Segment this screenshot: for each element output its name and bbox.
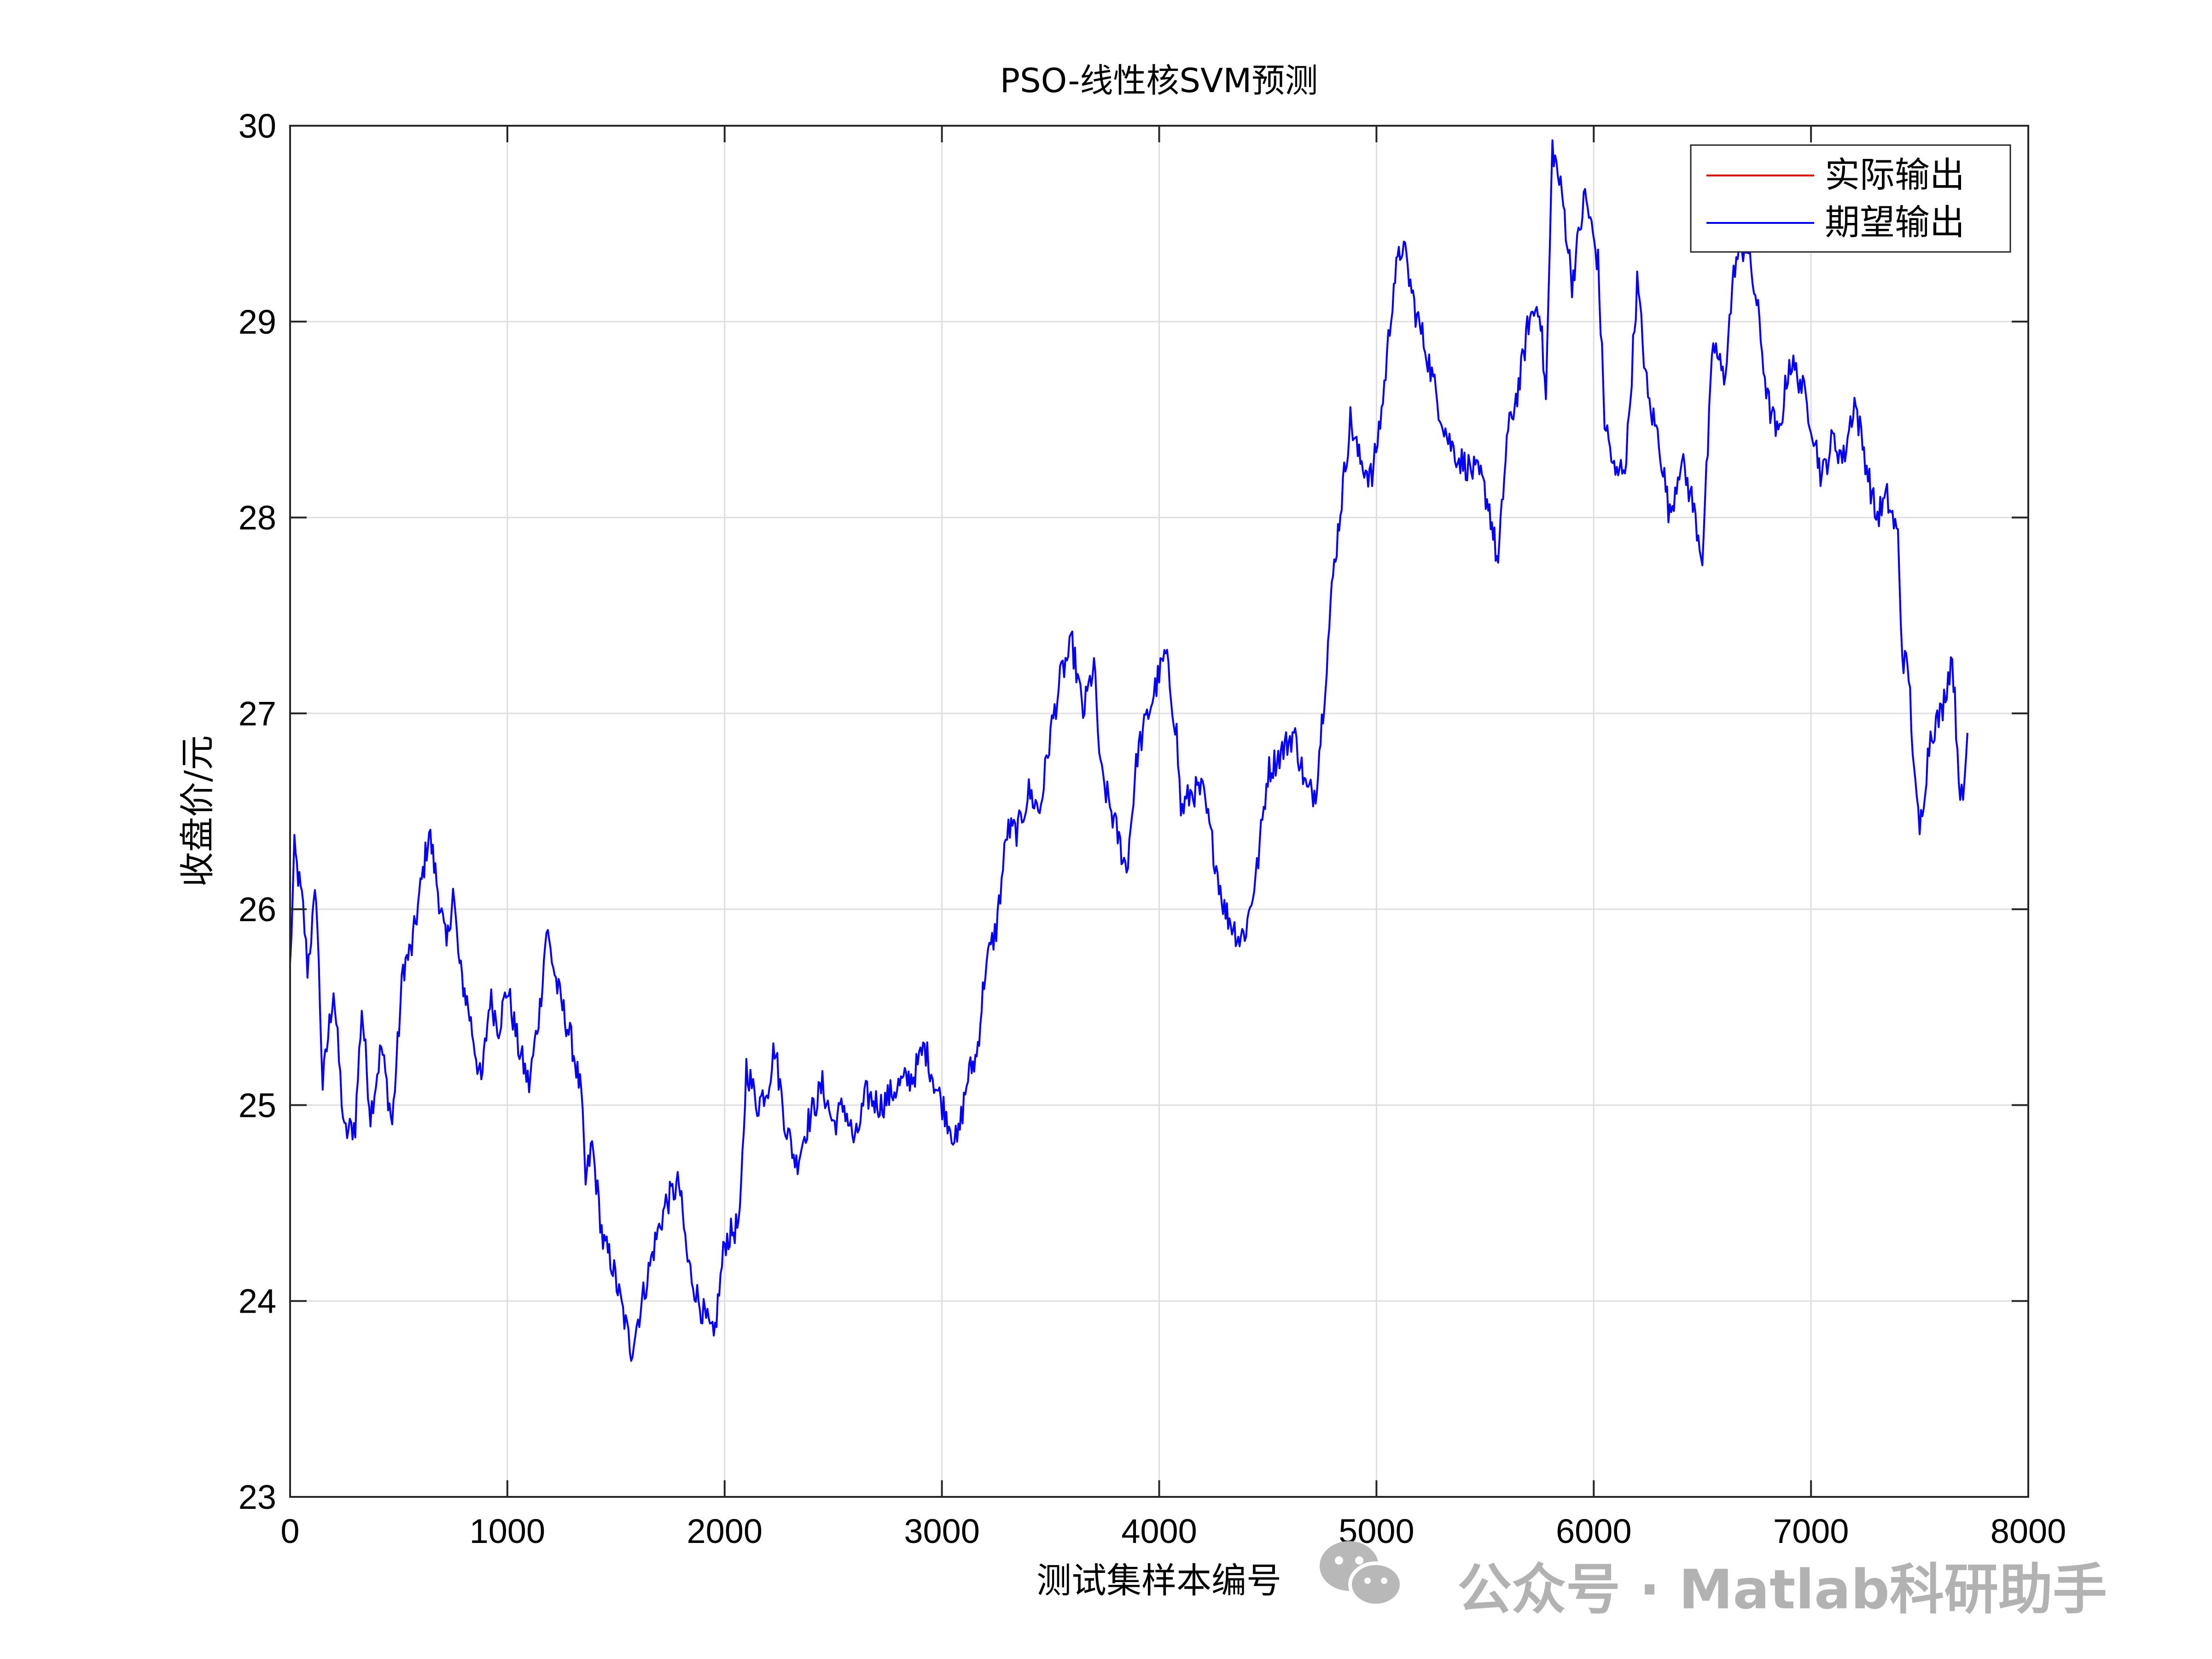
watermark: 公众号 · Matlab科研助手 <box>1320 1541 2107 1621</box>
legend: 实际输出 期望输出 <box>1690 144 2011 253</box>
x-tick-label: 0 <box>280 1512 299 1550</box>
y-axis-label: 收盘价/元 <box>177 735 218 887</box>
y-axis-tick-labels: 23 24 25 26 27 28 29 30 <box>239 107 276 1516</box>
y-tick-label: 26 <box>239 890 276 929</box>
x-tick-label: 1000 <box>470 1512 546 1550</box>
y-tick-label: 25 <box>239 1086 276 1124</box>
x-tick-label: 8000 <box>1991 1512 2066 1550</box>
wechat-icon <box>1320 1541 1403 1607</box>
y-tick-label: 27 <box>239 695 276 733</box>
x-axis-label: 测试集样本编号 <box>1036 1560 1281 1601</box>
series-expected-output-line <box>289 139 1968 1362</box>
legend-box <box>1690 144 2011 253</box>
legend-entry-expected: 期望输出 <box>1825 202 1965 243</box>
x-tick-label: 4000 <box>1121 1512 1197 1550</box>
x-tick-label: 6000 <box>1556 1512 1632 1550</box>
axis-ticks <box>289 125 2029 1498</box>
y-tick-label: 23 <box>239 1478 276 1516</box>
x-tick-label: 7000 <box>1773 1512 1849 1550</box>
y-tick-label: 28 <box>239 499 276 537</box>
watermark-text: 公众号 · Matlab科研助手 <box>1457 1558 2107 1621</box>
y-tick-label: 30 <box>239 107 276 145</box>
chart-title: PSO-线性核SVM预测 <box>1000 61 1318 100</box>
x-axis-tick-labels: 0 1000 2000 3000 4000 5000 6000 7000 8000 <box>280 1512 2066 1550</box>
x-tick-label: 3000 <box>904 1512 980 1550</box>
legend-entry-actual: 实际输出 <box>1825 154 1965 195</box>
plot-series <box>289 139 1968 1362</box>
x-tick-label: 2000 <box>687 1512 763 1550</box>
y-tick-label: 24 <box>239 1282 276 1320</box>
y-tick-label: 29 <box>239 303 276 341</box>
